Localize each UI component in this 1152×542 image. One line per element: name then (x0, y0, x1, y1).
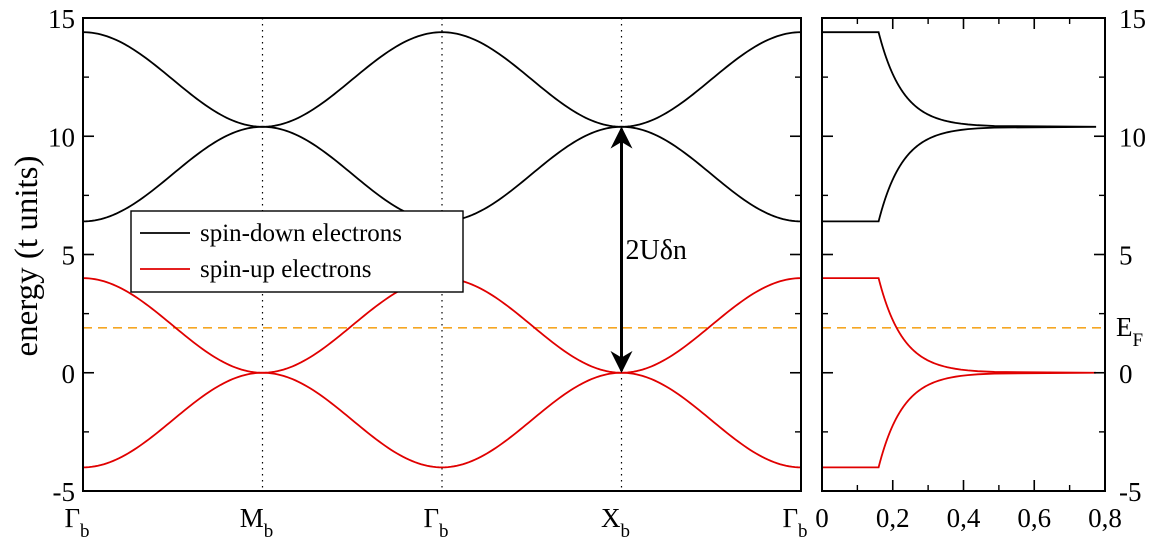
y-tick-label: -5 (53, 477, 76, 507)
dos-y-tick-label: 10 (1119, 122, 1146, 152)
x-tick-label: Mb (240, 503, 274, 542)
x-tick-label: Γb (423, 503, 448, 542)
legend-box (130, 210, 464, 293)
y-axis-title: energy (t units) (9, 155, 45, 356)
band-line-lower-spin-up (83, 371, 801, 469)
right-plot-frame (821, 17, 1106, 492)
y-tick-label: 10 (48, 122, 75, 152)
band-line-upper-spin-down (83, 31, 801, 128)
x-tick-label: Γb (782, 503, 807, 542)
fermi-level-label: EF (1116, 312, 1143, 351)
legend-label: spin-up electrons (200, 256, 371, 283)
dos-y-tick-label: 15 (1119, 4, 1146, 34)
dos-x-tick-label: 0,2 (876, 503, 910, 533)
dos-line-spin-down (822, 31, 1097, 223)
dos-y-tick-label: 0 (1119, 359, 1133, 389)
dos-y-tick-label: 5 (1119, 241, 1133, 271)
dos-y-tick-label: -5 (1119, 477, 1142, 507)
y-tick-label: 5 (62, 241, 76, 271)
legend: spin-down electrons spin-up electrons (130, 210, 464, 293)
dos-curves (822, 31, 1097, 469)
dos-x-tick-label: 0 (815, 503, 829, 533)
legend-label: spin-down electrons (200, 220, 402, 247)
dos-x-tick-label: 0,6 (1017, 503, 1051, 533)
dos-line-spin-up (822, 277, 1097, 469)
y-tick-label: 0 (62, 359, 76, 389)
y-tick-label: 15 (48, 4, 75, 34)
density-of-states-panel: -5 0 5 10 15 0 0,2 0,4 0,6 0,8 EF (815, 4, 1146, 533)
gap-annotation: 2Uδn (626, 235, 687, 266)
x-tick-label: Γb (64, 503, 89, 542)
x-tick-label: Xb (601, 503, 630, 542)
dos-x-tick-label: 0,8 (1088, 503, 1122, 533)
dos-x-tick-label: 0,4 (947, 503, 981, 533)
